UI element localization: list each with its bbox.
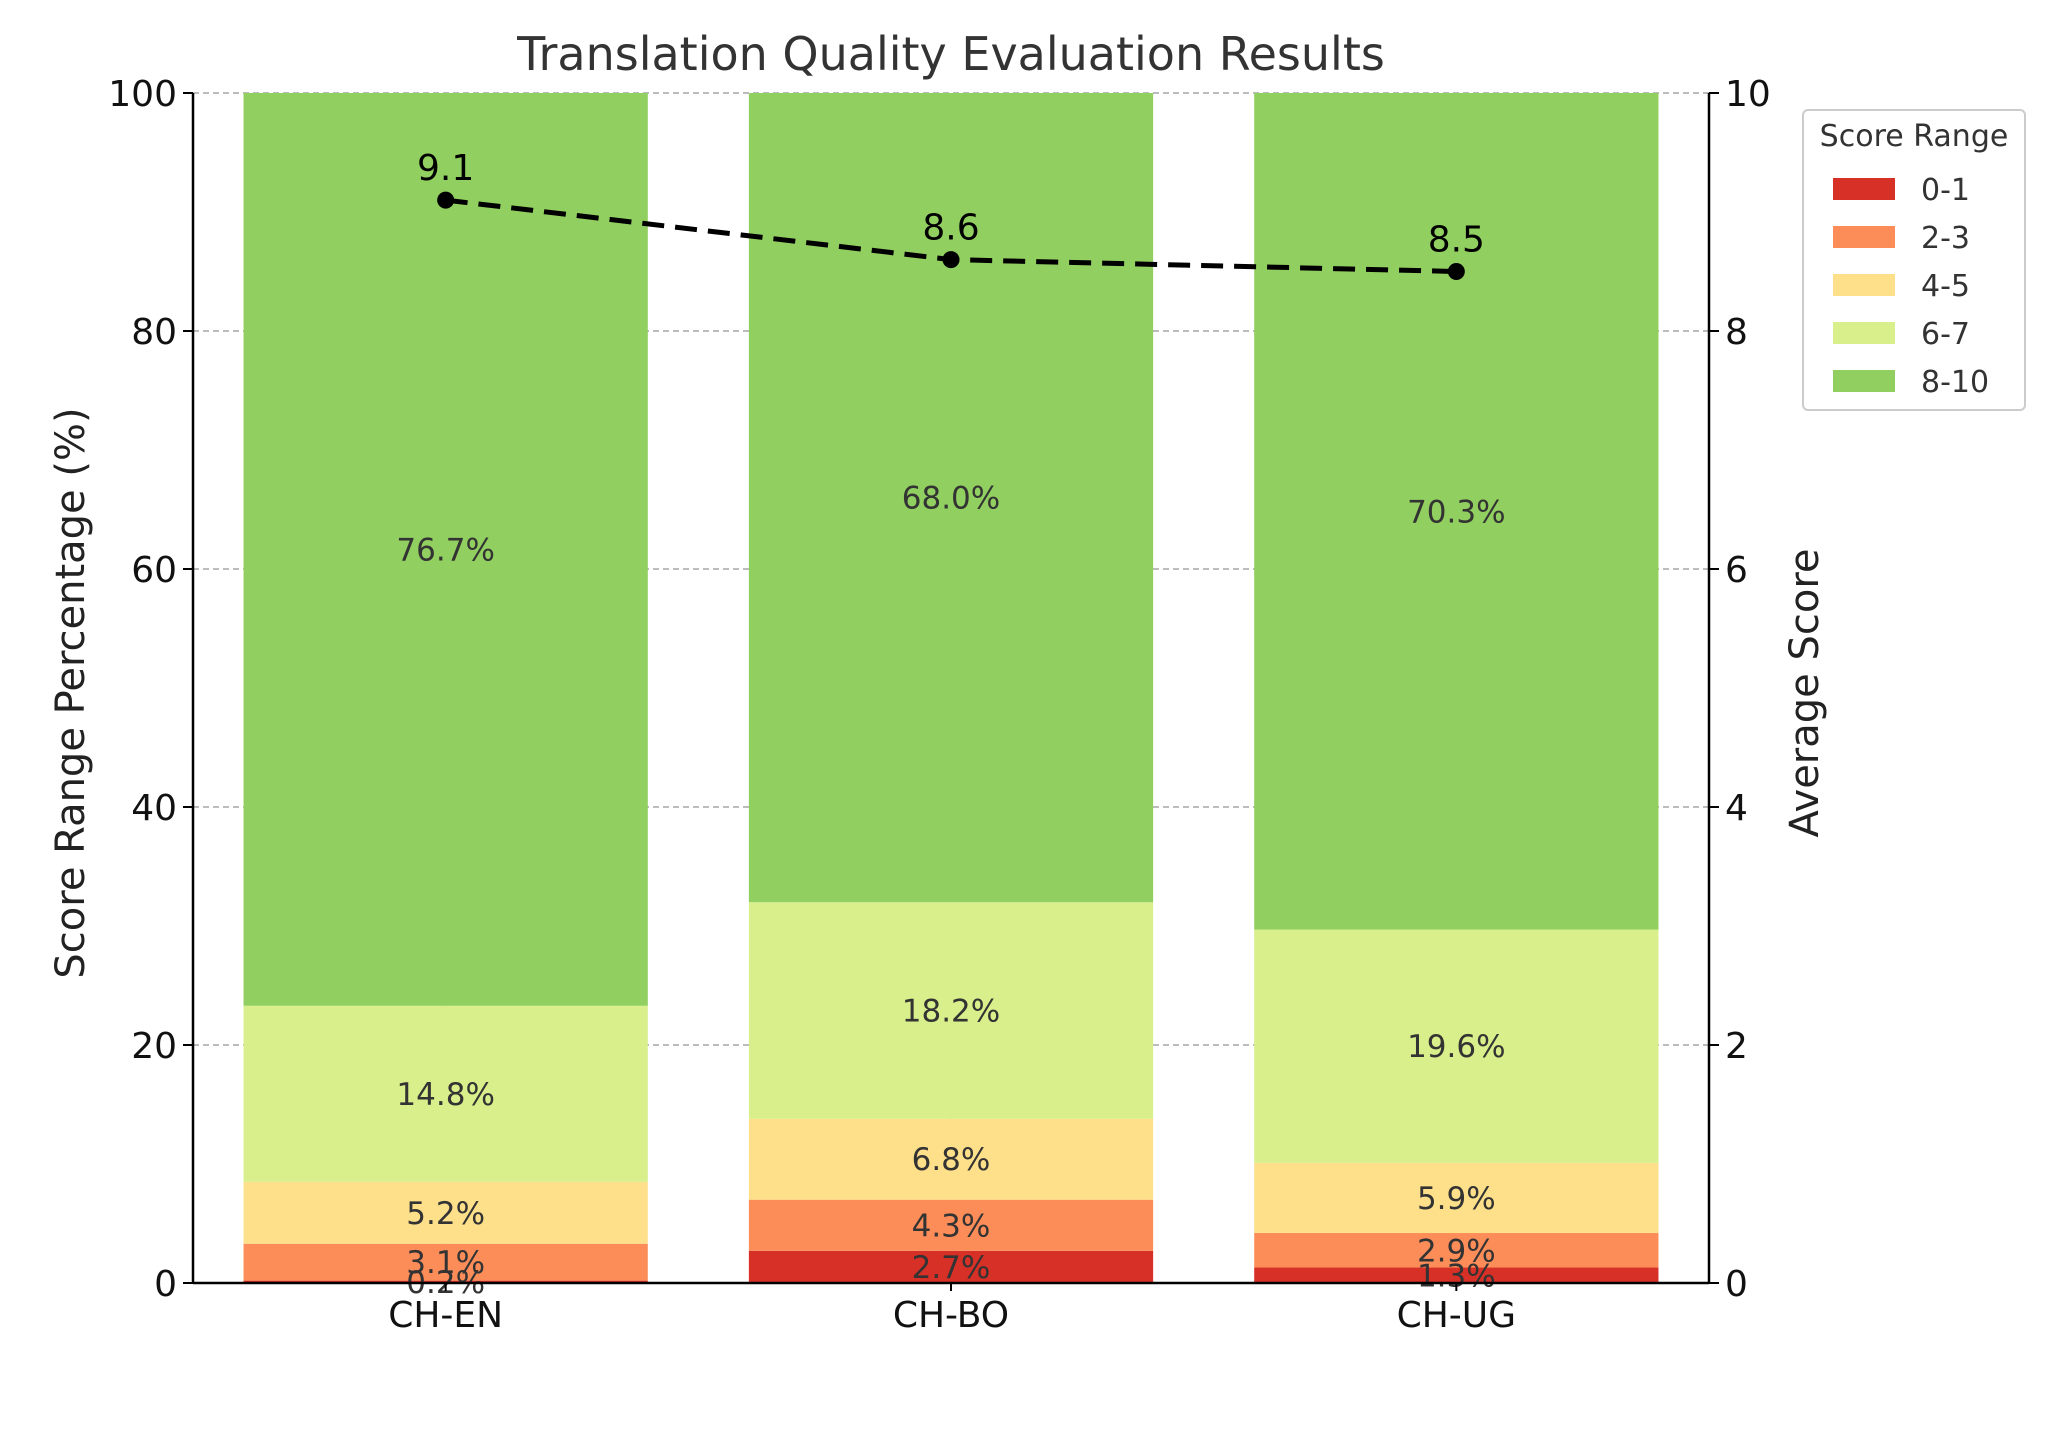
bar-value-label: 3.1% [406,1245,485,1281]
y2-tick-label: 2 [1725,1026,1748,1067]
bar-value-label: 5.2% [406,1196,485,1232]
legend-entry: 2-3 [1921,221,1970,256]
bar-value-label: 2.7% [912,1250,991,1286]
bar-segment-0-1 [748,1250,1154,1283]
average-score-label: 8.5 [1428,220,1485,261]
legend-box [1802,109,2026,411]
bar-segment-0-1 [1254,1267,1659,1283]
bar-segment-8-10 [748,93,1154,903]
bar-value-label: 6.8% [912,1142,991,1178]
bar-segment-6-7 [243,1005,648,1182]
average-score-line: 9.1 8.6 8.5 [417,148,1485,280]
bar-value-label: 4.3% [912,1208,991,1244]
x-tick-label: CH-BO [893,1295,1009,1336]
y-tick-label: 60 [131,550,177,591]
legend-entry: 4-5 [1921,269,1970,304]
y-axis-label: Score Range Percentage (%) [48,407,94,978]
average-score-point [942,251,960,269]
bar-value-label: 70.3% [1407,494,1505,530]
bar-segment-4-5 [243,1181,648,1244]
bar-segment-8-10 [1254,93,1659,930]
bar-segment-4-5 [748,1118,1154,1200]
bar-value-label: 18.2% [902,993,1000,1029]
bar-segment-6-7 [748,902,1154,1119]
bar-value-label: 19.6% [1407,1029,1505,1065]
y2-tick-label: 0 [1725,1264,1748,1305]
legend-swatch-0-1 [1833,178,1895,200]
bar-value-label: 68.0% [902,481,1000,517]
bar-value-label: 5.9% [1417,1181,1496,1217]
y2-tick-label: 10 [1725,74,1771,115]
bar-segment-8-10 [243,93,648,1006]
legend-entry: 8-10 [1921,365,1989,400]
bar-segment-6-7 [1254,929,1659,1163]
x-tick-label: CH-EN [388,1295,503,1336]
bar-segment-2-3 [748,1199,1154,1251]
legend-entry: 0-1 [1921,173,1970,208]
y2-axis-label: Average Score [1782,548,1828,837]
bar-value-label: 2.9% [1417,1233,1496,1269]
average-score-point [1447,263,1465,280]
y-tick-label: 80 [131,312,177,353]
legend-swatch-6-7 [1833,322,1895,344]
bar-value-label: 76.7% [396,532,494,568]
average-score-label: 9.1 [417,148,474,189]
bar-value-label: 14.8% [396,1077,494,1113]
y-tick-label: 100 [108,74,177,115]
x-tick-label: CH-UG [1397,1295,1516,1336]
y2-tick-label: 8 [1725,312,1748,353]
legend-swatch-4-5 [1833,274,1895,296]
axes: 0 20 40 60 80 100 0 2 4 6 8 10 CH-EN CH-BO CH-UG [108,74,1771,1336]
average-score-point [437,191,455,209]
y-tick-label: 20 [131,1026,177,1067]
bar-value-labels: 0.2%3.1%5.2%14.8%76.7%2.7%4.3%6.8%18.2%6… [396,481,1505,1301]
bar-segment-4-5 [1254,1162,1659,1234]
y2-tick-label: 6 [1725,550,1748,591]
stacked-bars [243,93,1659,1283]
bar-segment-2-3 [1254,1233,1659,1268]
y-tick-label: 40 [131,788,177,829]
legend-entry: 6-7 [1921,317,1970,352]
bar-segment-2-3 [243,1243,648,1281]
y-tick-label: 0 [154,1264,177,1305]
legend-swatch-8-10 [1833,370,1895,392]
chart-title: Translation Quality Evaluation Results [516,27,1385,81]
y2-tick-label: 4 [1725,788,1748,829]
legend: Score Range 0-1 2-3 4-5 6-7 8-10 [1802,109,2026,411]
average-score-label: 8.6 [922,208,979,249]
legend-swatch-2-3 [1833,226,1895,248]
legend-title: Score Range [1820,119,2009,154]
